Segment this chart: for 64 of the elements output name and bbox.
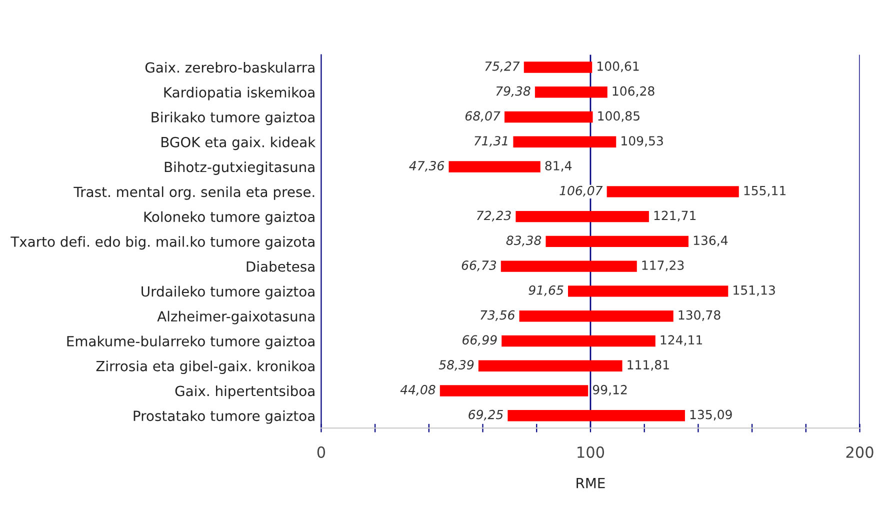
- x-tick-label: 200: [846, 446, 874, 458]
- annotation: 109,53: [622, 136, 663, 147]
- bar: [513, 136, 616, 148]
- x-tick-label: 0: [317, 446, 326, 458]
- annotation: 79,38: [496, 86, 530, 98]
- bar: [606, 186, 739, 198]
- annotation: 71,31: [474, 136, 508, 147]
- bar: [504, 111, 593, 123]
- annotation: 58,39: [438, 360, 474, 371]
- y-tick-label: Zirrosia eta gibel-gaix. kronikoa: [96, 360, 314, 374]
- annotation: 68,07: [465, 111, 500, 122]
- annotation: 83,38: [506, 236, 542, 246]
- annotation: 130,78: [678, 310, 720, 321]
- y-tick-label: Koloneko tumore gaiztoa: [144, 211, 314, 225]
- y-tick-label: BGOK eta gaix. kideak: [162, 136, 316, 150]
- annotation: 99,12: [592, 384, 627, 396]
- bar: [500, 260, 637, 272]
- bar: [516, 210, 649, 222]
- y-tick-label: Alzheimer-gaixotasuna: [157, 310, 314, 324]
- y-tick-label: Gaix. hipertentsiboa: [175, 385, 314, 399]
- y-tick-label: Emakume-bularreko tumore gaiztoa: [67, 336, 314, 350]
- bar: [519, 310, 674, 322]
- bar: [546, 236, 688, 248]
- annotation: 117,23: [642, 260, 684, 272]
- annotation: 151,13: [734, 285, 775, 296]
- x-axis-title: RME: [576, 478, 605, 488]
- annotation: 66,73: [462, 260, 496, 272]
- annotation: 121,71: [654, 210, 696, 222]
- annotation: 100,61: [598, 61, 639, 72]
- bar: [568, 286, 728, 297]
- annotation: 111,81: [628, 360, 669, 371]
- y-tick-label: Bihotz-gutxiegitasuna: [164, 162, 314, 175]
- annotation: 69,25: [468, 410, 503, 421]
- annotation: 106,07: [560, 186, 603, 197]
- annotation: 106,28: [612, 86, 654, 98]
- y-tick-label: Birikako tumore gaiztoa: [152, 112, 314, 126]
- y-tick-label: Trast. mental org. senila eta prese.: [74, 186, 314, 200]
- annotation: 75,27: [485, 61, 520, 72]
- annotation: 47,36: [409, 160, 444, 172]
- y-tick-label: Kardiopatia iskemikoa: [164, 86, 314, 100]
- y-tick-label: Prostatako tumore gaiztoa: [134, 410, 314, 424]
- annotation: 72,23: [477, 210, 511, 222]
- annotation: 66,99: [462, 335, 497, 346]
- annotation: 136,4: [694, 236, 728, 246]
- annotation: 91,65: [528, 285, 564, 296]
- y-tick-label: Txarto defi. edo big. mail.ko tumore gaizota: [10, 236, 314, 250]
- annotation: 81,4: [545, 160, 572, 172]
- annotation: 124,11: [660, 335, 702, 346]
- bar: [508, 410, 685, 422]
- bar: [478, 360, 622, 372]
- y-tick-label: Urdaileko tumore gaiztoa: [142, 286, 314, 300]
- y-tick-label: Diabetesa: [246, 261, 314, 272]
- bar: [502, 335, 656, 347]
- annotation: 135,09: [690, 410, 732, 421]
- x-tick-label: 100: [578, 446, 604, 458]
- bar: [448, 161, 540, 172]
- bar: [440, 385, 588, 396]
- y-tick-label: Gaix. zerebro-baskularra: [145, 62, 314, 73]
- annotation: 44,08: [400, 384, 436, 396]
- annotation: 73,56: [480, 310, 515, 321]
- bar: [534, 86, 608, 98]
- bar: [524, 62, 592, 73]
- annotation: 100,85: [598, 111, 640, 122]
- annotation: 155,11: [744, 186, 786, 197]
